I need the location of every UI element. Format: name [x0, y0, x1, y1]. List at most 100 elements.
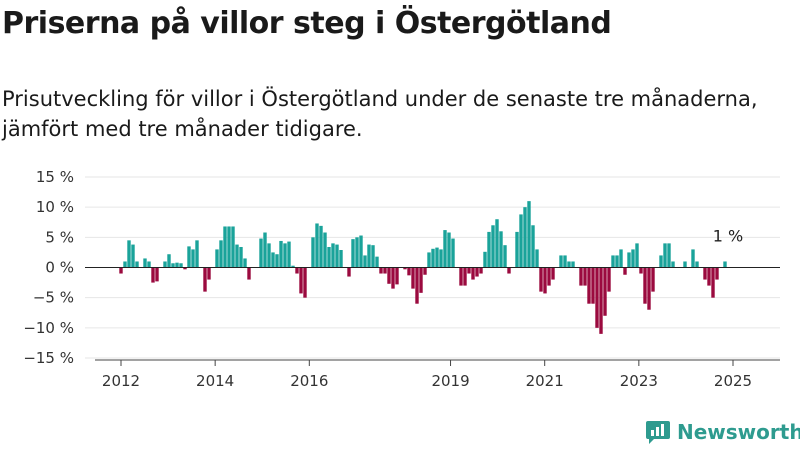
bar	[707, 267, 711, 286]
bar	[395, 267, 399, 285]
bar	[303, 267, 307, 298]
bar	[659, 255, 663, 268]
bar	[551, 267, 555, 280]
x-tick-label: 2023	[620, 372, 658, 390]
chart-title: Priserna på villor steg i Östergötland	[2, 6, 612, 41]
bar	[635, 243, 639, 268]
bar	[563, 255, 567, 268]
bar	[387, 267, 391, 284]
bar	[695, 261, 699, 268]
bar	[339, 250, 343, 268]
bar	[535, 249, 539, 268]
bar	[643, 267, 647, 304]
bar	[571, 261, 575, 268]
bar	[379, 267, 383, 274]
bar	[367, 244, 371, 268]
chart-subtitle: Prisutveckling för villor i Östergötland…	[2, 87, 758, 141]
bar	[443, 230, 447, 268]
bar	[179, 263, 183, 268]
bar	[175, 262, 179, 268]
bar	[671, 261, 675, 268]
bar	[167, 254, 171, 268]
bar	[155, 267, 159, 282]
bar	[663, 243, 667, 268]
x-tick-label: 2012	[102, 372, 140, 390]
bar	[135, 261, 139, 268]
y-tick-label: −5 %	[33, 289, 74, 307]
bar	[667, 243, 671, 268]
bar	[559, 255, 563, 268]
bar	[359, 235, 363, 268]
bar	[315, 223, 319, 268]
bar	[691, 249, 695, 268]
bar	[271, 252, 275, 268]
bar	[515, 231, 519, 268]
bar	[287, 241, 291, 268]
bar	[295, 267, 299, 274]
bar	[595, 267, 599, 328]
bar	[447, 232, 451, 268]
bar	[463, 267, 467, 286]
newsworthy-logo-icon	[646, 421, 670, 444]
bar	[323, 232, 327, 268]
bar	[263, 232, 267, 268]
bar	[591, 267, 595, 304]
bar	[283, 243, 287, 268]
bar	[291, 265, 295, 268]
bar	[519, 214, 523, 268]
bar	[491, 225, 495, 268]
bar	[275, 254, 279, 268]
bar	[207, 267, 211, 280]
bar	[627, 252, 631, 268]
bar	[523, 207, 527, 268]
bar	[439, 249, 443, 268]
bar	[507, 267, 511, 274]
y-tick-label: −10 %	[23, 319, 74, 337]
bar	[335, 244, 339, 268]
bar	[215, 249, 219, 268]
bar	[471, 267, 475, 280]
x-tick-label: 2025	[714, 372, 752, 390]
bar	[467, 267, 471, 274]
bar	[531, 225, 535, 268]
bar	[579, 267, 583, 286]
y-tick-label: 15 %	[36, 168, 74, 186]
bar	[483, 251, 487, 268]
bar	[223, 226, 227, 268]
x-tick-label: 2019	[431, 372, 469, 390]
bar	[623, 267, 627, 275]
bar	[459, 267, 463, 286]
bar	[391, 267, 395, 289]
bar	[203, 267, 207, 292]
bar	[415, 267, 419, 304]
x-tick-label: 2021	[526, 372, 564, 390]
bar	[647, 267, 651, 310]
bar	[547, 267, 551, 286]
bar	[539, 267, 543, 292]
bar	[487, 231, 491, 268]
bar	[371, 245, 375, 268]
bar	[311, 237, 315, 268]
bar	[151, 267, 155, 283]
y-tick-label: 5 %	[45, 228, 74, 246]
bar	[419, 267, 423, 293]
bar	[195, 240, 199, 268]
bar	[163, 261, 167, 268]
bar	[411, 267, 415, 289]
bar	[227, 226, 231, 268]
bar	[639, 267, 643, 274]
bar	[451, 238, 455, 268]
bar	[147, 261, 151, 268]
bar	[247, 267, 251, 280]
bar	[183, 267, 187, 270]
bar	[267, 243, 271, 268]
bar	[567, 261, 571, 268]
bar	[651, 267, 655, 292]
bar	[171, 263, 175, 268]
bar	[131, 244, 135, 268]
bar	[543, 267, 547, 294]
bar	[587, 267, 591, 304]
bar	[355, 237, 359, 268]
bar	[407, 267, 411, 276]
newsworthy-logo[interactable]: Newsworthy	[645, 418, 800, 446]
